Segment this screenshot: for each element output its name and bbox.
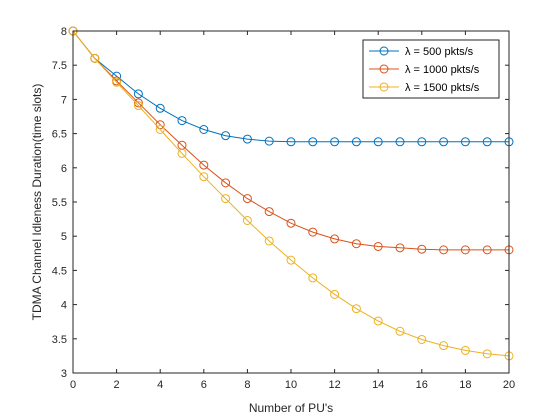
x-tick-label: 14 [372,379,384,391]
data-point-marker [242,134,252,144]
data-point-marker [155,124,165,134]
data-point-marker [155,103,165,113]
data-point-marker [330,289,340,299]
data-point-marker [286,218,296,228]
data-point-marker [395,137,405,147]
x-tick-label: 6 [201,379,207,391]
x-tick-label: 20 [503,379,515,391]
data-point-marker [112,77,122,87]
data-point-marker [460,345,470,355]
data-point-marker [439,137,449,147]
data-point-marker [460,137,470,147]
data-point-marker [133,101,143,111]
y-tick-label: 3.5 [52,334,67,346]
series-line [72,30,509,251]
data-point-marker [373,241,383,251]
legend-marker [379,46,389,56]
data-point-marker [351,239,361,249]
data-point-marker [264,136,274,146]
data-point-marker [439,245,449,255]
data-point-marker [330,234,340,244]
data-point-marker [308,137,318,147]
y-tick-label: 3 [61,368,67,380]
data-point-marker [351,137,361,147]
y-tick-label: 5 [61,231,67,243]
data-point-marker [460,245,470,255]
y-axis: 3 3.5 4 4.5 5 5.5 6 6.5 7 7.5 8 [52,26,509,380]
data-point-marker [482,349,492,359]
data-point-marker [133,98,143,108]
data-point-marker [90,53,100,63]
y-tick-label: 6.5 [52,129,67,141]
data-point-marker [177,116,187,126]
series-line [72,30,509,143]
y-axis-title: TDMA Channel Idleness Duration(time slot… [30,84,44,321]
y-tick-label: 5.5 [52,197,67,209]
data-point-marker [417,334,427,344]
legend-marker [379,82,389,92]
data-point-marker [133,89,143,99]
data-point-marker [221,178,231,188]
data-point-marker [264,236,274,246]
y-tick-label: 7.5 [52,60,67,72]
data-point-marker [395,243,405,253]
y-tick-label: 7 [61,94,67,106]
data-point-marker [221,131,231,141]
x-tick-label: 2 [114,379,120,391]
x-tick-label: 10 [285,379,297,391]
data-point-marker [439,341,449,351]
x-axis: 0 2 4 6 8 10 12 14 16 18 20 [70,31,515,391]
data-point-marker [373,316,383,326]
data-point-marker [242,215,252,225]
data-point-marker [199,160,209,170]
y-tick-label: 4 [61,300,67,312]
y-tick-label: 4.5 [52,265,67,277]
data-point-marker [482,137,492,147]
data-point-marker [417,137,427,147]
data-point-marker [221,194,231,204]
data-point-marker [308,273,318,283]
data-point-marker [177,148,187,158]
x-tick-label: 0 [70,379,76,391]
data-point-marker [199,124,209,134]
data-point-marker [373,137,383,147]
y-tick-label: 8 [61,26,67,38]
data-point-marker [286,137,296,147]
x-tick-label: 8 [244,379,250,391]
data-point-marker [242,194,252,204]
legend-label: λ = 1500 pkts/s [405,82,480,94]
series-line [72,30,510,357]
data-point-marker [264,207,274,217]
x-tick-label: 12 [328,379,340,391]
x-tick-label: 4 [157,379,163,391]
data-point-marker [308,227,318,237]
data-point-marker [351,304,361,314]
data-point-marker [286,255,296,265]
x-tick-label: 18 [459,379,471,391]
data-point-marker [199,172,209,182]
x-axis-title: Number of PU's [249,401,333,415]
data-point-marker [395,326,405,336]
y-tick-label: 6 [61,163,67,175]
data-point-marker [417,244,427,254]
legend-label: λ = 1000 pkts/s [405,64,480,76]
legend-marker [379,64,389,74]
x-tick-label: 16 [416,379,428,391]
legend: λ = 500 pkts/s λ = 1000 pkts/s λ = 1500 pk… [362,39,500,99]
data-point-marker [482,245,492,255]
data-point-marker [330,137,340,147]
legend-label: λ = 500 pkts/s [405,46,474,58]
